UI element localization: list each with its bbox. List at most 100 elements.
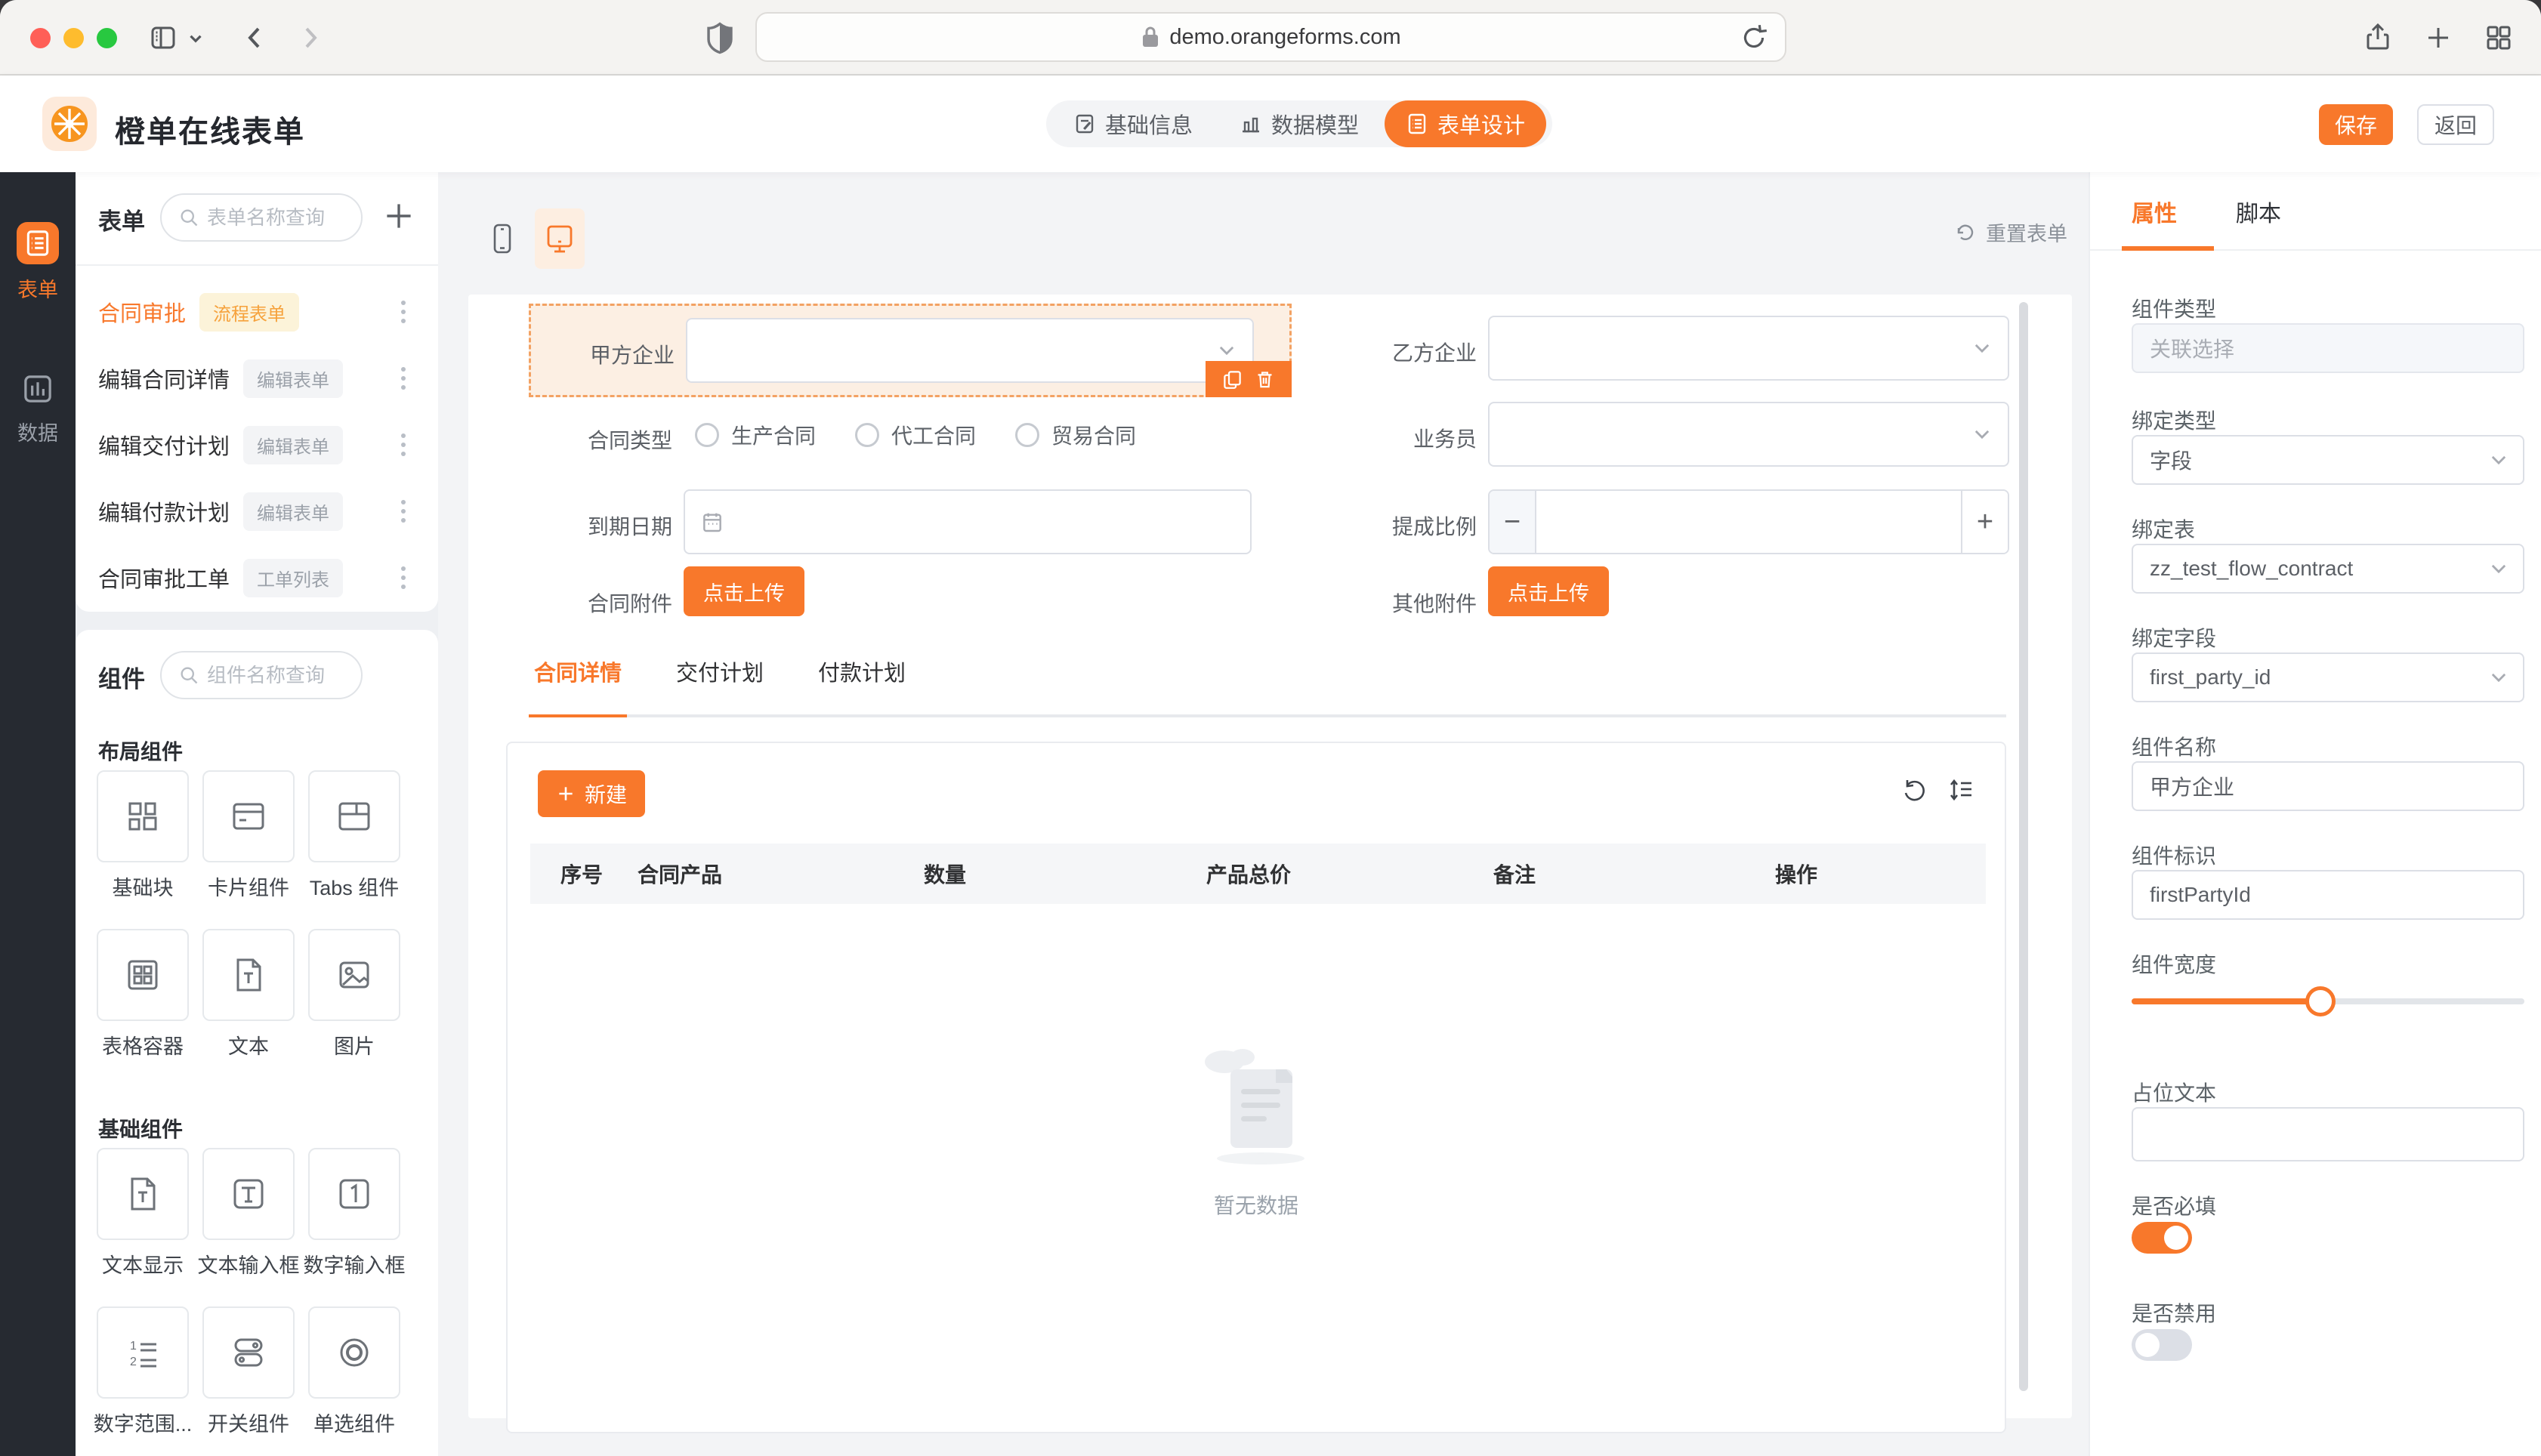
component-card-switch[interactable] — [202, 1306, 295, 1399]
close-window-button[interactable] — [30, 28, 51, 48]
components-panel: 组件 布局组件 基础块 卡片组件 Tabs 组件 表格容器 — [76, 630, 438, 1456]
bind-type-select[interactable]: 字段 — [2132, 435, 2524, 485]
reset-form-button[interactable]: 重置表单 — [1954, 217, 2067, 247]
undo-icon[interactable] — [1900, 776, 1928, 804]
delete-icon[interactable] — [1255, 369, 1275, 390]
tab-contract-detail[interactable]: 合同详情 — [533, 662, 622, 686]
reload-icon[interactable] — [1738, 22, 1770, 54]
tab-overview-icon[interactable] — [2484, 23, 2514, 53]
placeholder-text-field[interactable] — [2132, 1107, 2524, 1161]
save-button[interactable]: 保存 — [2319, 104, 2393, 145]
component-name-input[interactable] — [2150, 774, 2506, 798]
form-search-input[interactable] — [207, 205, 344, 230]
tab-data-model[interactable]: 数据模型 — [1218, 100, 1380, 147]
back-icon[interactable] — [240, 23, 270, 53]
number-input-body[interactable] — [1536, 491, 1961, 553]
form-item-menu-icon[interactable] — [388, 295, 418, 329]
add-form-button[interactable] — [379, 196, 418, 236]
rail-item-forms[interactable]: 表单 — [0, 222, 76, 303]
form-item-menu-icon[interactable] — [388, 362, 418, 395]
property-inspector: 属性 脚本 组件类型 关联选择 绑定类型 字段 绑定表 zz_test_flow… — [2089, 172, 2541, 1456]
address-bar[interactable]: demo.orangeforms.com — [755, 12, 1786, 62]
due-date-input[interactable] — [684, 489, 1252, 554]
form-item-menu-icon[interactable] — [388, 561, 418, 594]
component-search-input[interactable] — [207, 663, 344, 687]
selected-field-first-party[interactable]: 甲方企业 — [529, 304, 1292, 397]
decrease-button[interactable]: − — [1490, 491, 1536, 553]
radio-oem-contract[interactable]: 代工合同 — [855, 420, 1015, 450]
form-type-badge: 编辑表单 — [243, 359, 344, 398]
increase-button[interactable]: + — [1961, 491, 2008, 553]
tab-payment-plan[interactable]: 付款计划 — [817, 662, 906, 686]
minimize-window-button[interactable] — [63, 28, 84, 48]
copy-icon[interactable] — [1222, 369, 1243, 390]
mobile-preview-icon[interactable] — [477, 208, 527, 269]
component-name-field[interactable] — [2132, 761, 2524, 811]
component-card-number-input[interactable] — [308, 1148, 400, 1240]
component-card-radio[interactable] — [308, 1306, 400, 1399]
placeholder-text-input[interactable] — [2150, 1122, 2506, 1146]
component-card-text-display[interactable] — [97, 1148, 189, 1240]
component-id-field[interactable] — [2132, 870, 2524, 920]
second-party-select[interactable] — [1488, 316, 2009, 381]
chevron-down-icon[interactable] — [186, 29, 205, 48]
form-item-edit-payment-plan[interactable]: 编辑付款计划 编辑表单 — [76, 486, 438, 536]
component-search-field[interactable] — [160, 651, 363, 699]
col-数量: 数量 — [924, 863, 967, 887]
tab-basic-info[interactable]: 基础信息 — [1052, 100, 1214, 147]
desktop-preview-icon[interactable] — [535, 208, 585, 269]
tab-delivery-plan[interactable]: 交付计划 — [675, 662, 764, 686]
component-id-input[interactable] — [2150, 883, 2506, 907]
back-button[interactable]: 返回 — [2417, 104, 2494, 145]
first-party-select[interactable] — [686, 318, 1254, 383]
radio-production-contract[interactable]: 生产合同 — [695, 420, 855, 450]
component-card-text[interactable] — [202, 929, 295, 1021]
zoom-window-button[interactable] — [97, 28, 117, 48]
form-item-edit-contract-detail[interactable]: 编辑合同详情 编辑表单 — [76, 353, 438, 403]
bar-chart-icon — [1243, 117, 1260, 133]
slider-handle[interactable] — [2305, 986, 2336, 1016]
disabled-toggle[interactable] — [2132, 1329, 2192, 1361]
tab-form-design[interactable]: 表单设计 — [1385, 100, 1547, 147]
rail-item-data[interactable]: 数据 — [0, 370, 76, 446]
bind-table-select[interactable]: zz_test_flow_contract — [2132, 544, 2524, 594]
form-item-contract-work-order[interactable]: 合同审批工单 工单列表 — [76, 553, 438, 603]
salesman-select[interactable] — [1488, 402, 2009, 467]
empty-state: 暂无数据 — [508, 1023, 2005, 1220]
form-search-field[interactable] — [160, 193, 363, 242]
component-card-table-container[interactable] — [97, 929, 189, 1021]
col-备注: 备注 — [1493, 863, 1536, 887]
card-label: 图片 — [334, 1035, 375, 1058]
row-height-icon[interactable] — [1947, 776, 1974, 804]
tab-script[interactable]: 脚本 — [2236, 202, 2281, 227]
radio-icon — [340, 1338, 369, 1367]
component-width-label: 组件宽度 — [2132, 953, 2217, 976]
component-card-image[interactable] — [308, 929, 400, 1021]
privacy-shield-icon[interactable] — [702, 20, 737, 55]
forward-icon[interactable] — [295, 23, 325, 53]
bind-field-select[interactable]: first_party_id — [2132, 652, 2524, 702]
form-type-badge: 工单列表 — [243, 558, 344, 597]
form-item-edit-delivery-plan[interactable]: 编辑交付计划 编辑表单 — [76, 420, 438, 470]
contract-upload-button[interactable]: 点击上传 — [684, 566, 804, 616]
new-row-button[interactable]: 新建 — [538, 770, 645, 817]
sidebar-toggle-icon[interactable] — [148, 23, 178, 53]
component-width-slider[interactable] — [2132, 986, 2524, 1016]
component-card-basic-block[interactable] — [97, 770, 189, 862]
new-tab-icon[interactable] — [2423, 23, 2453, 53]
component-card-text-input[interactable] — [202, 1148, 295, 1240]
share-icon[interactable] — [2363, 23, 2393, 53]
form-item-contract-approval[interactable]: 合同审批 流程表单 — [76, 287, 438, 337]
radio-trade-contract[interactable]: 贸易合同 — [1015, 420, 1175, 450]
other-upload-button[interactable]: 点击上传 — [1488, 566, 1609, 616]
card-label: Tabs 组件 — [309, 877, 400, 899]
form-type-badge: 编辑表单 — [243, 492, 344, 531]
canvas-scrollbar[interactable] — [2019, 302, 2028, 1391]
component-card-tabs[interactable] — [308, 770, 400, 862]
tab-properties[interactable]: 属性 — [2132, 202, 2177, 227]
required-toggle[interactable] — [2132, 1222, 2192, 1254]
component-card-card[interactable] — [202, 770, 295, 862]
form-item-menu-icon[interactable] — [388, 428, 418, 461]
form-item-menu-icon[interactable] — [388, 495, 418, 528]
